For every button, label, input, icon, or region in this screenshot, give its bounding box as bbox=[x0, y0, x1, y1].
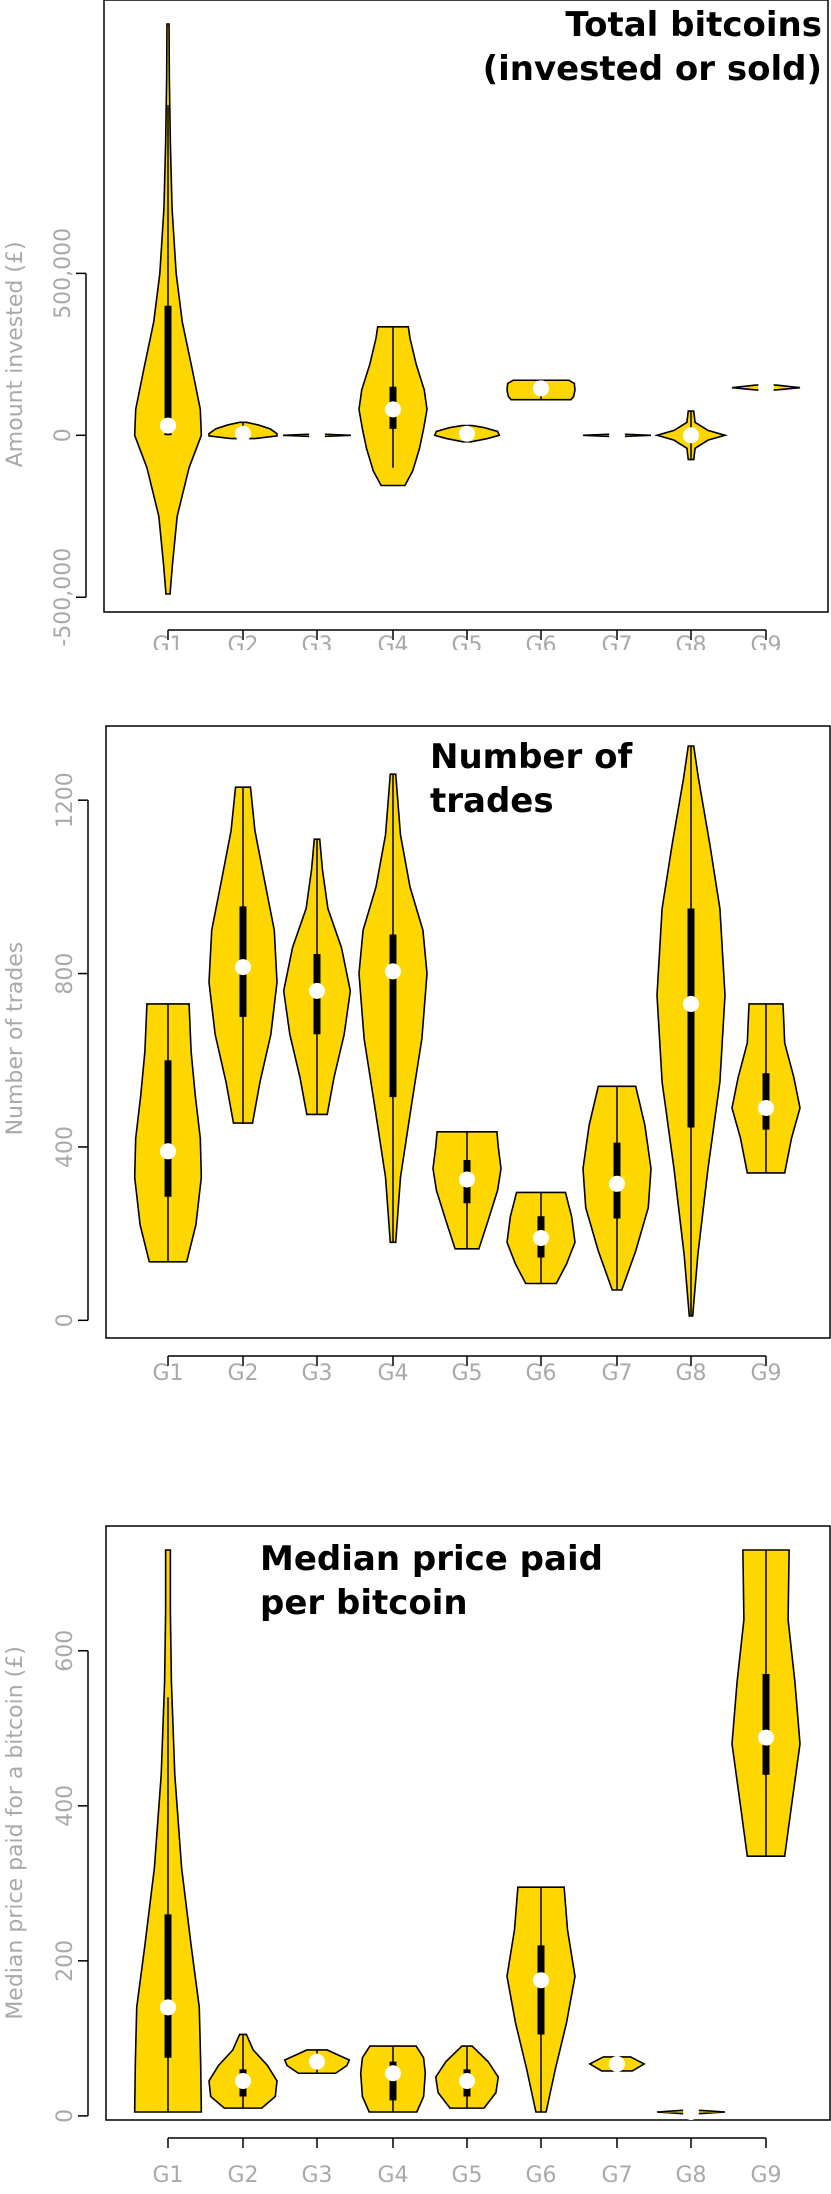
x-tick-label: G3 bbox=[301, 2163, 332, 2188]
plot-frame bbox=[105, 725, 831, 1339]
x-tick-label: G5 bbox=[451, 633, 482, 650]
violin-median-point bbox=[309, 982, 325, 999]
x-tick-label: G3 bbox=[301, 633, 332, 650]
y-tick-label: 0 bbox=[51, 428, 76, 442]
x-tick-label: G6 bbox=[525, 2163, 556, 2188]
y-tick-label: 0 bbox=[53, 2109, 78, 2123]
chart-title-line: Number of bbox=[430, 737, 633, 777]
x-tick-label: G1 bbox=[152, 1361, 183, 1386]
violin-median-point bbox=[160, 1143, 176, 1160]
chart-title-line: trades bbox=[430, 781, 554, 821]
x-tick-label: G1 bbox=[152, 633, 183, 650]
y-axis-title: Number of trades bbox=[3, 942, 28, 1136]
chart-title-line: per bitcoin bbox=[260, 1583, 468, 1623]
violin-median-point bbox=[758, 379, 774, 396]
x-tick-label: G2 bbox=[227, 633, 258, 650]
chart-title-line: (invested or sold) bbox=[483, 49, 822, 89]
plot-frame bbox=[103, 0, 829, 613]
violin-median-point bbox=[758, 1099, 774, 1116]
violin-median-point bbox=[309, 2053, 325, 2070]
violin-median-point bbox=[309, 427, 325, 444]
y-tick-label: 500,000 bbox=[51, 228, 76, 319]
x-tick-label: G6 bbox=[525, 1361, 556, 1386]
y-tick-label: 400 bbox=[53, 1785, 78, 1827]
y-tick-label: 800 bbox=[53, 953, 78, 995]
plot-frame bbox=[105, 1525, 831, 2121]
y-tick-label: 200 bbox=[53, 1940, 78, 1982]
violin-median-point bbox=[683, 427, 699, 444]
x-tick-label: G9 bbox=[750, 633, 781, 650]
x-tick-label: G7 bbox=[601, 633, 632, 650]
violin-median-point bbox=[160, 417, 176, 434]
violin-median-point bbox=[235, 2072, 251, 2089]
x-tick-label: G1 bbox=[152, 2163, 183, 2188]
violin-median-point bbox=[533, 1972, 549, 1989]
x-tick-label: G4 bbox=[377, 2163, 408, 2188]
x-tick-label: G5 bbox=[451, 2163, 482, 2188]
violin-median-point bbox=[609, 1175, 625, 1192]
violin-median-point bbox=[683, 2104, 699, 2120]
x-tick-label: G9 bbox=[750, 1361, 781, 1386]
violin-median-point bbox=[533, 1229, 549, 1246]
violin-median-point bbox=[459, 2072, 475, 2089]
violin-median-point bbox=[683, 995, 699, 1012]
y-tick-label: 0 bbox=[53, 1313, 78, 1327]
x-tick-label: G5 bbox=[451, 1361, 482, 1386]
x-tick-label: G8 bbox=[675, 1361, 706, 1386]
violin-median-point bbox=[609, 2055, 625, 2072]
y-axis-title: Median price paid for a bitcoin (£) bbox=[3, 1646, 28, 2019]
violin-median-point bbox=[459, 425, 475, 442]
chart-panel-number-of-trades: 0 400 800 1200 G1 G2 G3 G4 G5 G6 G7 G8 G9 Number of t… bbox=[0, 700, 831, 1400]
x-tick-label: G6 bbox=[525, 633, 556, 650]
violin-median-point bbox=[758, 1729, 774, 1746]
chart-panel-median-price: 0 200 400 600 G1 G2 G3 G4 G5 G6 G7 G8 G9 Median price… bbox=[0, 1500, 831, 2194]
chart-number-of-trades: 0 400 800 1200 G1 G2 G3 G4 G5 G6 G7 G8 G9 Number of t… bbox=[3, 725, 831, 1386]
x-tick-label: G7 bbox=[601, 1361, 632, 1386]
chart-title-line: Total bitcoins bbox=[565, 5, 822, 45]
x-tick-label: G9 bbox=[750, 2163, 781, 2188]
y-tick-label: 400 bbox=[53, 1126, 78, 1168]
x-tick-label: G2 bbox=[227, 1361, 258, 1386]
x-tick-label: G8 bbox=[675, 633, 706, 650]
violin-median-point bbox=[609, 427, 625, 444]
x-tick-label: G7 bbox=[601, 2163, 632, 2188]
x-tick-label: G4 bbox=[377, 633, 408, 650]
x-tick-label: G3 bbox=[301, 1361, 332, 1386]
violin-median-point bbox=[385, 2065, 401, 2082]
violin-median-point bbox=[385, 401, 401, 418]
violin-median-point bbox=[385, 963, 401, 980]
violin-median-point bbox=[459, 1171, 475, 1188]
chart-median-price: 0 200 400 600 G1 G2 G3 G4 G5 G6 G7 G8 G9 Median price… bbox=[3, 1525, 831, 2188]
chart-total-bitcoins: -500,000 0 500,000 G1 G2 G3 G4 G5 G6 G7 G8 G9 Amount… bbox=[3, 0, 829, 650]
y-axis-title: Amount invested (£) bbox=[3, 241, 28, 467]
x-tick-label: G4 bbox=[377, 1361, 408, 1386]
chart-panel-total-bitcoins: -500,000 0 500,000 G1 G2 G3 G4 G5 G6 G7 G8 G9 Amount… bbox=[0, 0, 831, 650]
y-tick-label: 1200 bbox=[53, 772, 78, 828]
chart-title-line: Median price paid bbox=[260, 1539, 603, 1579]
violin-median-point bbox=[533, 380, 549, 397]
violin-median-point bbox=[235, 425, 251, 442]
violin-median-point bbox=[235, 959, 251, 976]
violin-median-point bbox=[160, 1999, 176, 2016]
y-tick-label: 600 bbox=[53, 1630, 78, 1672]
x-tick-label: G2 bbox=[227, 2163, 258, 2188]
x-tick-label: G8 bbox=[675, 2163, 706, 2188]
y-tick-label: -500,000 bbox=[51, 548, 76, 647]
